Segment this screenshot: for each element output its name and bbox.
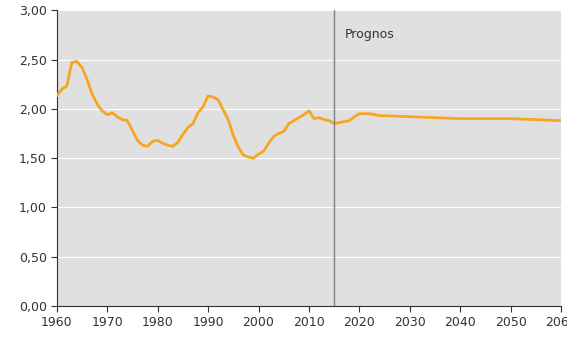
Text: Prognos: Prognos (344, 28, 394, 41)
